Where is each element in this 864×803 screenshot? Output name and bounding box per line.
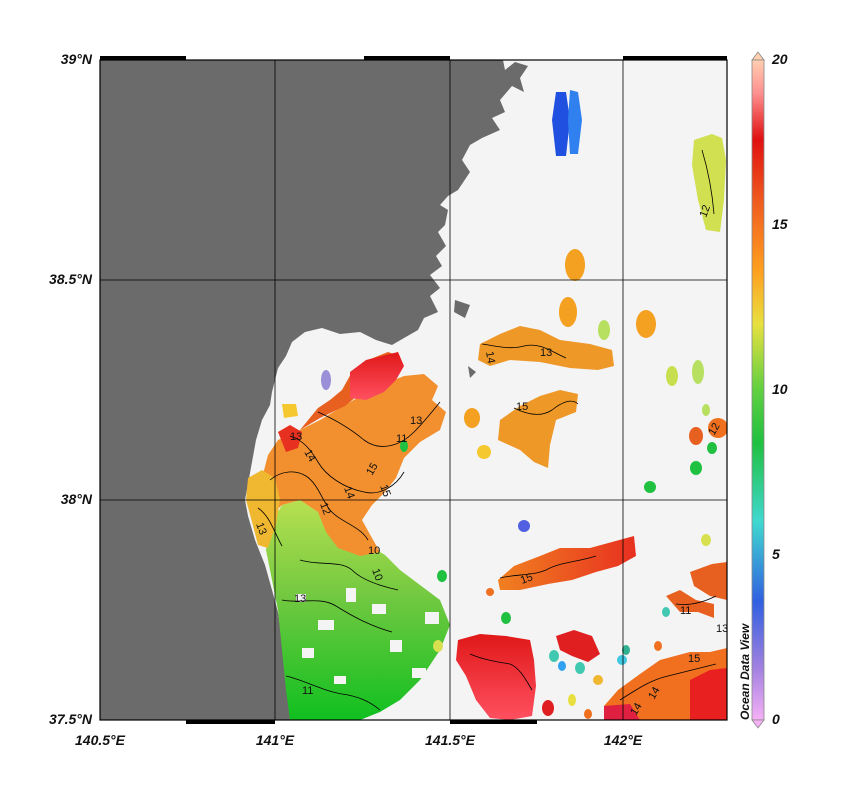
colorbar-max-arrow [751,51,765,61]
data-patch [702,404,710,416]
data-patch [622,645,630,655]
frame-ticks [100,56,727,724]
contour-label: 10 [369,567,384,583]
lat-label: 39°N [60,51,92,67]
data-region-green [266,500,450,720]
colorbar-min-arrow [751,719,765,729]
land-mass [100,60,528,720]
data-patch [400,440,408,452]
contour-label: 14 [301,448,318,465]
contour-label: 12 [317,501,332,517]
data-patch [701,534,711,546]
contour-label: 12 [706,421,723,438]
data-patch [598,320,610,340]
data-region-orange [262,374,446,556]
colorbar-tick-label: 15 [772,216,788,232]
data-patch [477,445,491,459]
lat-label: 38°N [60,491,92,507]
data-patch-blue [552,92,570,156]
data-patch [654,641,662,651]
data-patch [692,134,726,232]
data-patch [542,700,554,716]
data-patch [518,520,530,532]
data-patch [617,655,627,665]
contour-label: 11 [302,685,313,697]
data-patch [708,418,727,438]
data-patch-red [456,634,536,720]
contour-label: 13 [410,415,422,427]
contour-label: 13 [540,347,552,359]
data-patch [321,370,331,390]
lat-label: 37.5°N [49,711,92,727]
lat-label: 38.5°N [49,271,92,287]
data-patch [584,709,592,719]
data-patch-red [690,668,727,720]
contour-label: 15 [519,571,535,586]
data-patch [568,694,576,706]
data-region-red [350,352,404,400]
data-patch [282,404,298,418]
data-patch [644,481,656,493]
data-patch [689,427,703,445]
colorbar-tick-label: 0 [772,711,780,727]
data-patch [464,408,480,428]
contour-label: 14 [341,485,356,501]
contour-label: 14 [646,685,663,702]
data-patch [559,297,577,327]
brand-label: Ocean Data View [738,623,752,720]
data-patch [690,461,702,475]
contour-label: 10 [368,545,380,557]
lon-label: 141°E [255,732,295,748]
contour-label: 15 [364,461,381,478]
contour-label: 15 [516,401,528,413]
data-patch [549,650,559,662]
contour-label: 14 [483,350,497,364]
contour-lines [257,149,717,711]
data-patch [486,588,494,596]
data-patch-red [556,630,600,662]
contour-label: 13 [716,623,728,635]
data-region-yellow [246,470,280,548]
data-patch [558,661,566,671]
data-patch [707,442,717,454]
lon-label: 142°E [603,732,643,748]
data-patch [690,562,727,600]
contour-label: 14 [628,701,645,718]
colorbar-tick-label: 20 [772,51,788,67]
colorbar-tick-label: 5 [772,546,780,562]
lon-label: 140.5°E [75,732,125,748]
data-patch [593,675,603,685]
data-region-red2 [278,425,302,452]
contour-label: 12 [698,203,713,219]
contour-label: 13 [253,521,268,537]
data-patch [662,607,670,617]
data-patch [437,570,447,582]
coast-island [454,300,470,318]
contour-label: 11 [396,433,407,445]
contour-label: 13 [290,431,302,443]
data-patch [575,662,585,674]
contour-label-group: 12 14 13 15 12 13 13 14 15 11 10 13 10 1… [253,203,728,718]
data-gaps [296,588,439,684]
data-patch [666,366,678,386]
contour-label: 15 [688,653,700,665]
contour-label: 13 [294,593,306,605]
data-patch [565,249,585,281]
colorbar [751,59,765,721]
data-patch [501,612,511,624]
graticule [100,60,727,720]
lon-label: 141.5°E [425,732,475,748]
data-patch [692,360,704,384]
data-patch [636,310,656,338]
data-patch [433,640,443,652]
data-patch-blue [568,90,582,154]
contour-label: 15 [377,483,392,499]
contour-label: 11 [680,605,691,617]
data-patch-red [604,704,640,720]
colorbar-tick-label: 10 [772,381,788,397]
coast-island [468,366,476,378]
